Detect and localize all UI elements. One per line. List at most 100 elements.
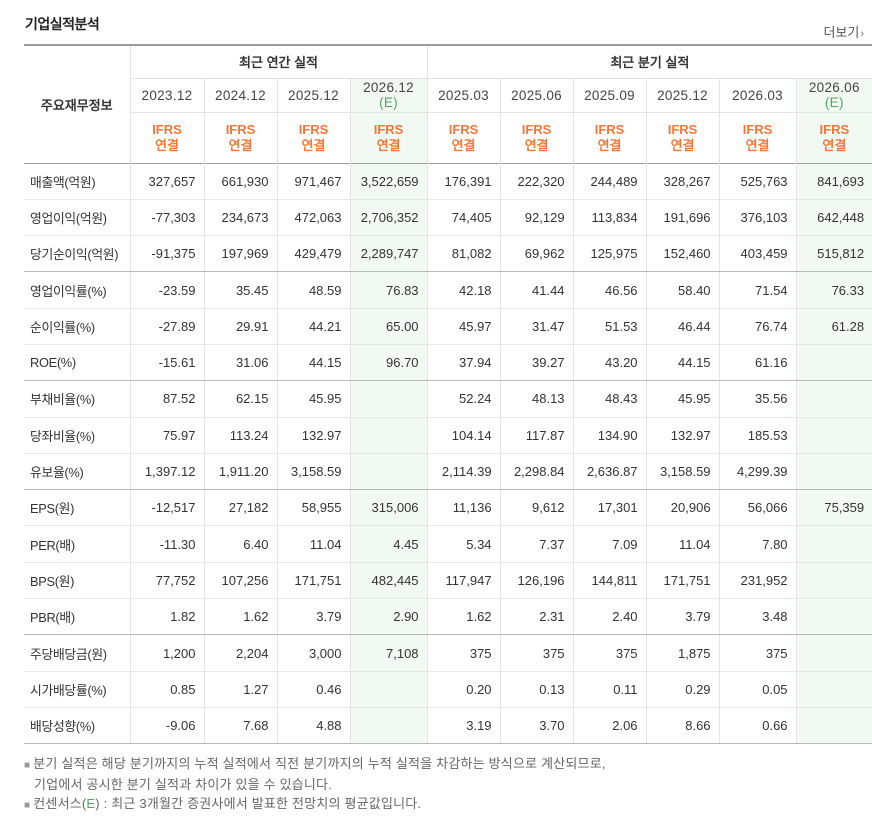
ifrs-badge: IFRS 연결 (796, 112, 872, 163)
table-cell: -11.30 (130, 525, 205, 563)
table-cell: 2,706,352 (350, 199, 428, 237)
table-cell: 39.27 (500, 344, 574, 382)
table-cell: 2.40 (573, 598, 647, 636)
table-cell: 61.16 (719, 344, 797, 382)
table-cell: 11.04 (277, 525, 351, 563)
table-cell: 403,459 (719, 235, 797, 273)
table-cell (796, 453, 872, 491)
table-cell: 96.70 (350, 344, 428, 382)
table-cell: 48.13 (500, 380, 574, 418)
financial-summary-table: 주요재무정보 최근 연간 실적 최근 분기 실적 2023.12 2024.12 2… (24, 44, 872, 745)
table-cell: 11.04 (646, 525, 720, 563)
table-cell: 0.20 (427, 671, 501, 708)
table-cell: -15.61 (130, 344, 205, 382)
ifrs-badge: IFRS 연결 (130, 112, 205, 163)
column-date: 2025.12 (657, 87, 708, 103)
table-cell: 62.15 (204, 380, 278, 418)
estimate-mark: (E) (379, 95, 398, 110)
table-cell: 2,114.39 (427, 453, 501, 491)
table-cell: 2.31 (500, 598, 574, 636)
table-cell: 76.74 (719, 308, 797, 345)
column-date-header: 2026.12 (E) (350, 78, 428, 113)
table-cell: 375 (719, 634, 797, 672)
column-date-header: 2024.12 (204, 78, 278, 113)
table-cell: 61.28 (796, 308, 872, 345)
table-cell: 7.68 (204, 707, 278, 745)
column-date: 2023.12 (141, 87, 193, 103)
row-label: 순이익률(%) (24, 308, 131, 345)
table-cell: 46.44 (646, 308, 720, 345)
table-cell (350, 707, 428, 745)
table-cell: 0.29 (646, 671, 720, 708)
table-cell: 482,445 (350, 562, 428, 600)
table-cell: 44.15 (277, 344, 351, 382)
ifrs-badge: IFRS 연결 (500, 112, 574, 163)
table-cell: 74,405 (427, 199, 501, 237)
table-cell: 126,196 (500, 562, 574, 600)
table-cell: 1,200 (130, 634, 205, 672)
table-cell (796, 380, 872, 418)
table-cell: 7.37 (500, 525, 574, 563)
table-cell: 17,301 (573, 489, 647, 527)
table-cell: 42.18 (427, 271, 501, 309)
table-cell (350, 417, 428, 454)
row-label: 당기순이익(억원) (24, 235, 131, 273)
row-label: 주당배당금(원) (24, 634, 131, 672)
table-cell: -23.59 (130, 271, 205, 309)
table-cell: 376,103 (719, 199, 797, 237)
table-row: 당좌비율(%) 75.97 113.24 132.97 104.14 117.87 134.… (24, 417, 872, 454)
table-row: 매출액(억원) 327,657 661,930 971,467 3,522,659 176… (24, 163, 872, 200)
table-cell: 81,082 (427, 235, 501, 273)
table-cell: 3.79 (646, 598, 720, 636)
table-cell: 43.20 (573, 344, 647, 382)
table-cell: 58,955 (277, 489, 351, 527)
table-cell: 375 (427, 634, 501, 672)
estimate-mark: (E) (824, 95, 844, 110)
table-cell: 185.53 (719, 417, 797, 454)
row-label: 배당성향(%) (24, 707, 131, 745)
table-cell: 0.46 (277, 671, 351, 708)
table-row: EPS(원) -12,517 27,182 58,955 315,006 11,136 9,… (24, 489, 872, 527)
table-cell: 2.06 (573, 707, 647, 745)
table-cell: 3.79 (277, 598, 351, 636)
table-cell: 113.24 (204, 417, 278, 454)
table-cell: 0.66 (719, 707, 797, 745)
table-cell (796, 598, 872, 636)
table-cell: 35.56 (719, 380, 797, 418)
table-cell: 375 (573, 634, 647, 672)
chevron-right-icon: › (860, 28, 864, 40)
column-date-header: 2025.12 (277, 78, 351, 113)
table-cell: 6.40 (204, 525, 278, 563)
footnote-consensus: ■ 컨센서스(E) : 최근 3개월간 증권사에서 발표한 전망치의 평균값입니다… (24, 796, 422, 811)
row-label: 시가배당률(%) (24, 671, 131, 708)
table-cell: 132.97 (646, 417, 720, 454)
row-label: ROE(%) (24, 344, 131, 382)
table-cell: 31.06 (204, 344, 278, 382)
table-cell: 7.80 (719, 525, 797, 563)
footnote-quarterly-cont: 기업에서 공시한 분기 실적과 차이가 있을 수 있습니다. (34, 777, 333, 792)
table-cell (796, 525, 872, 563)
table-cell: 4.88 (277, 707, 351, 745)
table-cell: -91,375 (130, 235, 205, 273)
footnote-quarterly: ■ 분기 실적은 해당 분기까지의 누적 실적에서 직전 분기까지의 누적 실적을… (24, 756, 606, 771)
column-date-header: 2026.06 (E) (796, 78, 872, 113)
table-cell: 37.94 (427, 344, 501, 382)
table-cell: 327,657 (130, 163, 205, 200)
table-cell: 1,875 (646, 634, 720, 672)
table-cell: 642,448 (796, 199, 872, 237)
table-cell: 4,299.39 (719, 453, 797, 491)
column-date-header: 2025.06 (500, 78, 574, 113)
table-cell: 2,204 (204, 634, 278, 672)
table-cell: 0.85 (130, 671, 205, 708)
column-date: 2026.06 (808, 80, 860, 95)
table-cell: 328,267 (646, 163, 720, 200)
more-link[interactable]: 더보기› (823, 22, 864, 41)
table-cell: 44.15 (646, 344, 720, 382)
table-cell: 46.56 (573, 271, 647, 309)
table-row: 순이익률(%) -27.89 29.91 44.21 65.00 45.97 31.47 51… (24, 308, 872, 345)
column-date: 2025.03 (438, 87, 489, 103)
table-cell: 3.48 (719, 598, 797, 636)
table-cell: 125,975 (573, 235, 647, 273)
table-cell: 117,947 (427, 562, 501, 600)
table-cell (796, 634, 872, 672)
